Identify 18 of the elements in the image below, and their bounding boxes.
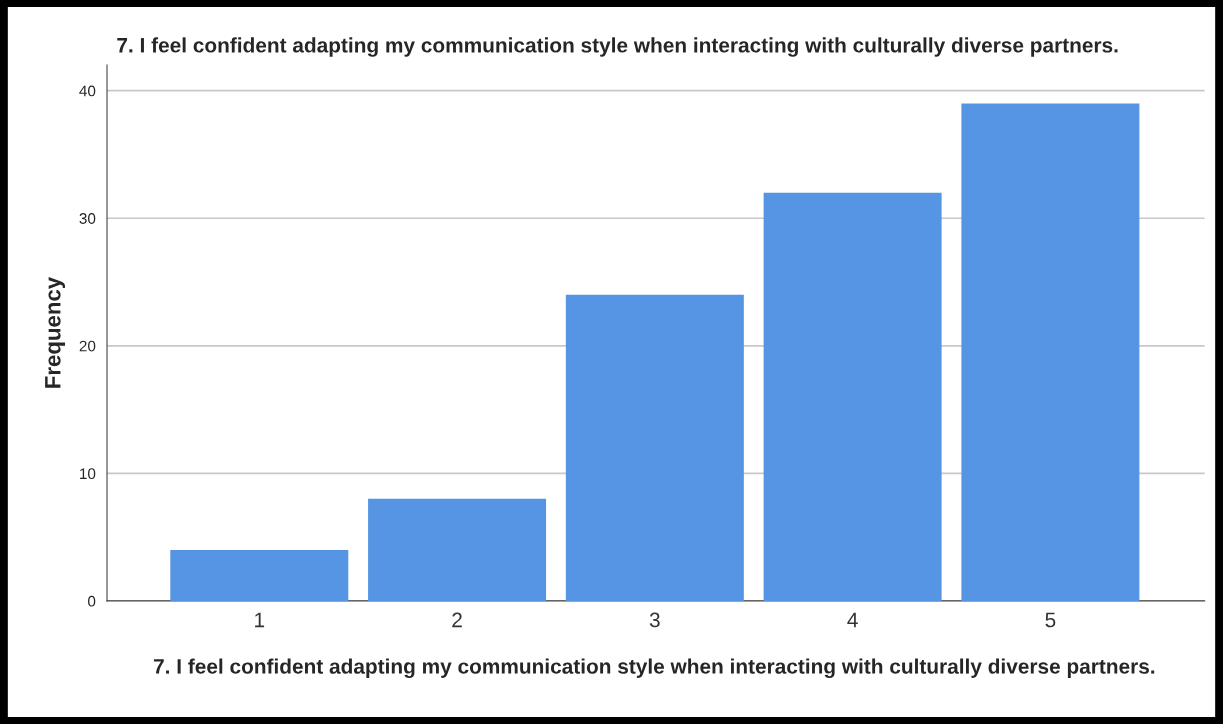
- y-tick-label: 20: [79, 340, 96, 352]
- x-tick-label: 2: [452, 612, 462, 628]
- bar: [763, 192, 942, 601]
- x-tick-label: 5: [1045, 612, 1056, 628]
- bar: [170, 549, 349, 601]
- bar: [368, 498, 547, 601]
- y-tick-label: 30: [79, 213, 96, 224]
- x-tick-label: 1: [255, 612, 265, 628]
- x-axis-title: 7. I feel confident adapting my communication style when interacting with culturally diverse partners.: [153, 658, 1155, 679]
- y-axis-title: Frequency: [45, 276, 66, 388]
- y-tick-label: 40: [79, 85, 96, 97]
- y-tick-label: 0: [88, 595, 96, 607]
- y-tick-label: 10: [80, 468, 96, 480]
- chart-title: 7. I feel confident adapting my communication style when interacting with culturally diverse partners.: [117, 37, 1118, 57]
- bar: [961, 103, 1140, 601]
- x-tick-label: 3: [649, 612, 660, 628]
- x-tick-label: 4: [847, 612, 858, 628]
- bar: [565, 294, 744, 601]
